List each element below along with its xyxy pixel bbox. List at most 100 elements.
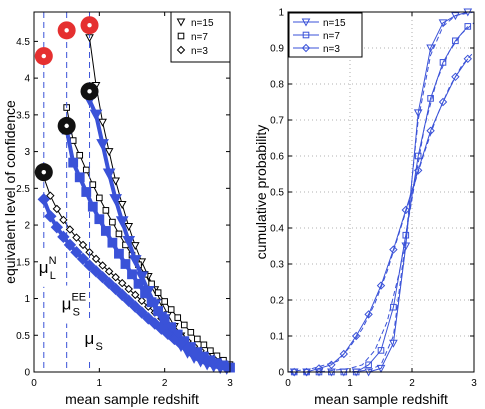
right-y-tick-label: 0.9: [270, 44, 284, 55]
thick-series-point: [89, 109, 103, 122]
reference-label-bg: [37, 248, 68, 287]
thick-series-point: [122, 236, 136, 248]
thin-series-point: [187, 329, 195, 336]
thick-series-point: [122, 294, 135, 307]
right-series-point: [376, 281, 386, 290]
thick-series-point: [127, 269, 137, 280]
reference-label-bg: [83, 320, 104, 359]
right-series-point: [452, 37, 459, 45]
right-y-tick-label: 0.1: [270, 332, 284, 343]
right-y-tick-label: 0.5: [270, 188, 284, 199]
thick-series-point: [146, 297, 157, 308]
right-y-tick-label: 0.6: [270, 152, 284, 163]
thin-series-point: [98, 118, 107, 127]
right-series-point: [377, 347, 385, 354]
right-y-tick-label: 0: [278, 368, 284, 379]
reference-label-symbol: μ: [85, 329, 95, 348]
right-legend-label: n=15: [323, 18, 346, 29]
thin-series-point: [124, 284, 133, 294]
thin-series-point: [148, 280, 155, 288]
right-dashed-line: [287, 51, 475, 373]
right-y-tick-label: 0.8: [270, 80, 284, 91]
thick-series-point: [153, 306, 164, 316]
left-y-tick-label: 3: [24, 147, 30, 158]
left-y-tick-label: 0.5: [16, 331, 30, 342]
left-y-tick-label: 2.5: [16, 184, 30, 195]
right-series-point: [426, 44, 435, 53]
right-series-point: [427, 95, 434, 102]
left-y-axis-label: equivalent level of confidence: [2, 100, 18, 284]
highlight-point-center: [64, 28, 69, 33]
thick-series-point: [109, 282, 122, 296]
thin-series-point: [104, 267, 114, 276]
right-y-tick-label: 0.7: [270, 116, 284, 127]
right-y-tick-label: 0.3: [270, 260, 284, 271]
thick-series-point: [68, 157, 79, 168]
right-series-point: [365, 361, 372, 369]
right-series-point: [438, 19, 448, 28]
thin-series-point: [89, 181, 97, 188]
right-legend: n=15 n=7 n=3: [288, 12, 363, 58]
left-x-tick-label: 1: [97, 378, 103, 389]
thin-series-point: [82, 166, 90, 174]
reference-label-sup: N: [49, 255, 57, 267]
highlight-point-center: [87, 89, 92, 94]
thick-series-point: [128, 255, 142, 267]
right-x-axis-label: mean sample redshift: [314, 391, 448, 407]
right-x-tick-label: 2: [409, 378, 415, 389]
thick-series-point: [133, 278, 144, 289]
left-legend-marker: [176, 45, 186, 55]
left-y-tick-label: 4: [24, 74, 30, 85]
right-dashed-line: [288, 22, 475, 373]
thin-series-point: [207, 347, 214, 354]
right-legend-marker: [301, 18, 311, 27]
right-series-point: [414, 152, 422, 160]
thick-series-point: [37, 193, 51, 206]
right-x-tick-label: 1: [347, 378, 353, 389]
reference-label-sup: EE: [71, 292, 86, 304]
reference-label-symbol: μ: [62, 295, 72, 314]
right-x-tick-label: 0: [285, 378, 291, 389]
reference-label-symbol: μ: [39, 258, 49, 277]
right-series-point: [413, 166, 423, 175]
thick-series-point: [57, 230, 70, 244]
right-series-point: [389, 339, 398, 348]
right-series-point: [364, 310, 373, 319]
thin-series-point: [131, 290, 140, 300]
right-legend-label: n=3: [323, 44, 340, 55]
thick-series-point: [76, 252, 90, 266]
right-series-point: [339, 349, 349, 359]
thin-series-point: [98, 261, 107, 270]
thin-series-point: [117, 278, 127, 288]
left-x-tick-label: 2: [162, 378, 168, 389]
right-legend-marker: [301, 43, 311, 53]
left-x-axis-label: mean sample redshift: [65, 391, 199, 407]
right-series-point: [389, 245, 398, 254]
thick-series-point: [135, 271, 149, 284]
thick-series-point: [120, 259, 131, 269]
thin-series-point: [104, 148, 114, 157]
thick-series-point: [107, 237, 118, 248]
thin-series-point: [65, 225, 75, 234]
right-legend-label: n=7: [323, 31, 340, 42]
thin-series-point: [91, 254, 101, 264]
right-series-point: [302, 367, 311, 377]
thick-series-point: [159, 314, 170, 325]
thick-series-point: [70, 246, 83, 259]
reference-label: μEE S: [62, 292, 86, 319]
thick-series-point: [81, 187, 92, 197]
thick-series-point: [94, 214, 105, 225]
thick-series-point: [44, 210, 57, 223]
thin-series-point: [137, 296, 147, 305]
left-y-tick-label: 1.5: [16, 257, 30, 268]
reference-label-bg: [60, 285, 91, 324]
right-series-point: [401, 205, 411, 215]
thick-series-point: [129, 300, 142, 313]
thick-series-point: [140, 288, 150, 299]
right-y-axis-label: cumulative probability: [253, 125, 269, 260]
thin-series-point: [109, 218, 116, 226]
thick-series-point: [83, 259, 96, 272]
thin-series-point: [46, 191, 55, 200]
left-x-tick-label: 0: [31, 378, 37, 389]
thin-series-point: [72, 233, 81, 242]
